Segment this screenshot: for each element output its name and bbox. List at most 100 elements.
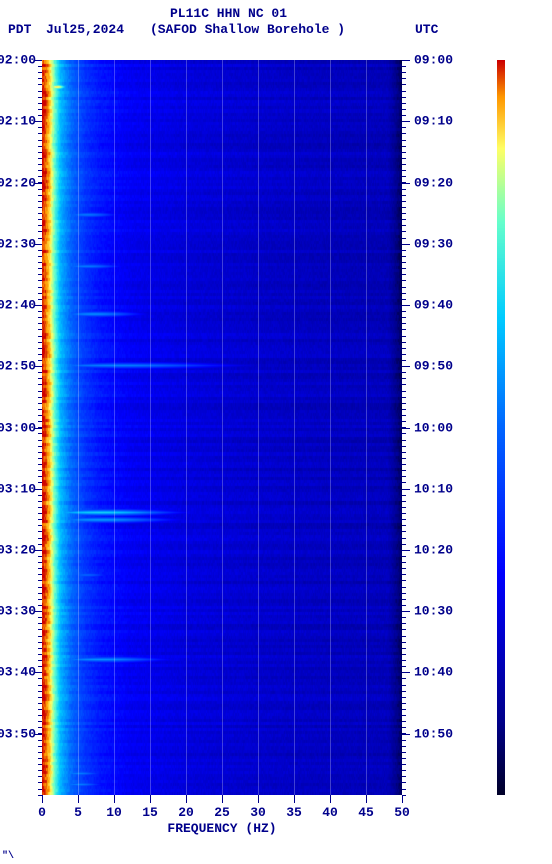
- x-tick-label: 0: [38, 805, 46, 820]
- station-header: PL11C HHN NC 01: [170, 6, 287, 21]
- x-tick: [294, 795, 295, 803]
- y-tick-label: 02:40: [0, 297, 36, 312]
- y-minor-tick: [402, 538, 406, 539]
- y-minor-tick: [38, 648, 42, 649]
- y-minor-tick: [402, 795, 406, 796]
- y-minor-tick: [402, 636, 406, 637]
- y-minor-tick: [38, 642, 42, 643]
- y-minor-tick: [402, 648, 406, 649]
- y-minor-tick: [38, 507, 42, 508]
- y-minor-tick: [402, 666, 406, 667]
- y-minor-tick: [402, 342, 406, 343]
- y-minor-tick: [402, 152, 406, 153]
- gridline: [114, 60, 115, 795]
- y-axis-left: 02:0002:1002:2002:3002:4002:5003:0003:10…: [0, 60, 42, 795]
- x-tick: [186, 795, 187, 803]
- y-minor-tick: [402, 758, 406, 759]
- y-minor-tick: [38, 538, 42, 539]
- y-minor-tick: [38, 84, 42, 85]
- gridline: [150, 60, 151, 795]
- y-minor-tick: [402, 256, 406, 257]
- gridline: [78, 60, 79, 795]
- y-minor-tick: [38, 740, 42, 741]
- y-minor-tick: [402, 127, 406, 128]
- y-tick-label: 03:30: [0, 604, 36, 619]
- y-minor-tick: [402, 519, 406, 520]
- y-minor-tick: [402, 580, 406, 581]
- y-minor-tick: [38, 568, 42, 569]
- y-minor-tick: [38, 789, 42, 790]
- gridline: [258, 60, 259, 795]
- y-minor-tick: [402, 323, 406, 324]
- y-minor-tick: [402, 336, 406, 337]
- y-minor-tick: [402, 231, 406, 232]
- y-minor-tick: [38, 78, 42, 79]
- y-minor-tick: [402, 629, 406, 630]
- y-minor-tick: [402, 789, 406, 790]
- y-minor-tick: [38, 446, 42, 447]
- y-minor-tick: [402, 384, 406, 385]
- y-minor-tick: [38, 531, 42, 532]
- y-minor-tick: [402, 482, 406, 483]
- gridline: [330, 60, 331, 795]
- y-minor-tick: [402, 464, 406, 465]
- y-minor-tick: [38, 91, 42, 92]
- y-minor-tick: [402, 274, 406, 275]
- y-minor-tick: [38, 115, 42, 116]
- y-minor-tick: [402, 562, 406, 563]
- y-minor-tick: [38, 103, 42, 104]
- y-minor-tick: [402, 91, 406, 92]
- y-minor-tick: [38, 525, 42, 526]
- y-minor-tick: [38, 746, 42, 747]
- tz-right-label: UTC: [415, 22, 438, 37]
- y-minor-tick: [402, 103, 406, 104]
- y-minor-tick: [402, 207, 406, 208]
- y-minor-tick: [38, 752, 42, 753]
- x-tick-label: 25: [214, 805, 230, 820]
- y-minor-tick: [402, 348, 406, 349]
- y-minor-tick: [38, 587, 42, 588]
- y-minor-tick: [402, 709, 406, 710]
- y-minor-tick: [38, 409, 42, 410]
- y-minor-tick: [38, 317, 42, 318]
- y-minor-tick: [38, 703, 42, 704]
- y-axis-right: 09:0009:1009:2009:3009:4009:5010:0010:10…: [402, 60, 462, 795]
- y-minor-tick: [38, 433, 42, 434]
- y-tick-label: 03:00: [0, 420, 36, 435]
- y-minor-tick: [38, 464, 42, 465]
- y-minor-tick: [402, 476, 406, 477]
- x-tick-label: 20: [178, 805, 194, 820]
- y-tick-label: 02:10: [0, 114, 36, 129]
- y-major-tick: [402, 183, 410, 184]
- y-minor-tick: [38, 403, 42, 404]
- y-minor-tick: [38, 562, 42, 563]
- y-minor-tick: [402, 593, 406, 594]
- x-tick-label: 40: [322, 805, 338, 820]
- y-minor-tick: [38, 225, 42, 226]
- y-minor-tick: [38, 391, 42, 392]
- y-minor-tick: [402, 140, 406, 141]
- y-major-tick: [402, 305, 410, 306]
- y-minor-tick: [38, 501, 42, 502]
- y-minor-tick: [402, 752, 406, 753]
- y-minor-tick: [38, 231, 42, 232]
- y-minor-tick: [402, 623, 406, 624]
- y-minor-tick: [402, 146, 406, 147]
- y-minor-tick: [402, 556, 406, 557]
- y-minor-tick: [38, 109, 42, 110]
- y-minor-tick: [402, 421, 406, 422]
- y-major-tick: [402, 366, 410, 367]
- y-minor-tick: [402, 495, 406, 496]
- y-minor-tick: [402, 544, 406, 545]
- y-minor-tick: [38, 629, 42, 630]
- y-minor-tick: [402, 764, 406, 765]
- y-minor-tick: [38, 323, 42, 324]
- x-tick: [402, 795, 403, 803]
- y-minor-tick: [402, 715, 406, 716]
- y-tick-label: 02:50: [0, 359, 36, 374]
- y-minor-tick: [38, 354, 42, 355]
- y-tick-label: 09:30: [414, 236, 453, 251]
- y-minor-tick: [38, 274, 42, 275]
- y-minor-tick: [402, 213, 406, 214]
- y-minor-tick: [402, 317, 406, 318]
